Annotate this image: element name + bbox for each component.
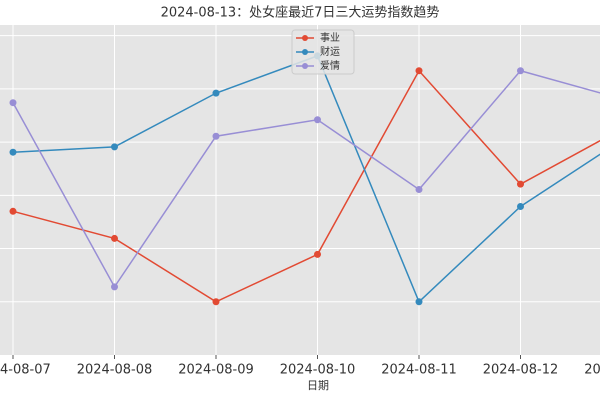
legend-label: 财运 bbox=[320, 45, 340, 58]
point bbox=[9, 207, 17, 215]
legend-marker bbox=[302, 63, 308, 69]
x-tick-label: 2024-08-09 bbox=[178, 363, 254, 378]
x-tick-label: 2024-08-10 bbox=[280, 363, 356, 378]
x-tick-label: 2024-08-07 bbox=[0, 363, 51, 378]
point bbox=[9, 99, 17, 107]
x-tick-label: 2024-08-08 bbox=[77, 363, 153, 378]
x-tick-label: 2024-08-13 bbox=[584, 363, 600, 378]
legend-label: 事业 bbox=[320, 31, 340, 44]
legend-marker bbox=[302, 49, 308, 55]
legend-label: 爱情 bbox=[320, 59, 340, 72]
x-axis-label: 日期 bbox=[307, 379, 329, 392]
point bbox=[415, 67, 423, 75]
chart-title: 2024-08-13：处女座最近7日三大运势指数趋势 bbox=[161, 5, 440, 21]
x-tick-label: 2024-08-12 bbox=[483, 363, 559, 378]
point bbox=[212, 132, 220, 140]
point bbox=[212, 298, 220, 306]
point bbox=[517, 203, 524, 210]
legend-box bbox=[291, 29, 355, 75]
point bbox=[517, 67, 524, 75]
point bbox=[111, 234, 118, 242]
plot-area bbox=[0, 25, 600, 355]
legend-marker bbox=[302, 35, 308, 41]
point bbox=[111, 143, 118, 151]
point bbox=[111, 283, 118, 291]
point bbox=[517, 180, 524, 188]
point bbox=[415, 298, 423, 306]
point bbox=[314, 250, 321, 258]
point bbox=[415, 185, 423, 193]
point bbox=[9, 148, 17, 156]
x-tick-label: 2024-08-11 bbox=[381, 363, 457, 378]
point bbox=[212, 89, 220, 97]
point bbox=[314, 116, 321, 124]
